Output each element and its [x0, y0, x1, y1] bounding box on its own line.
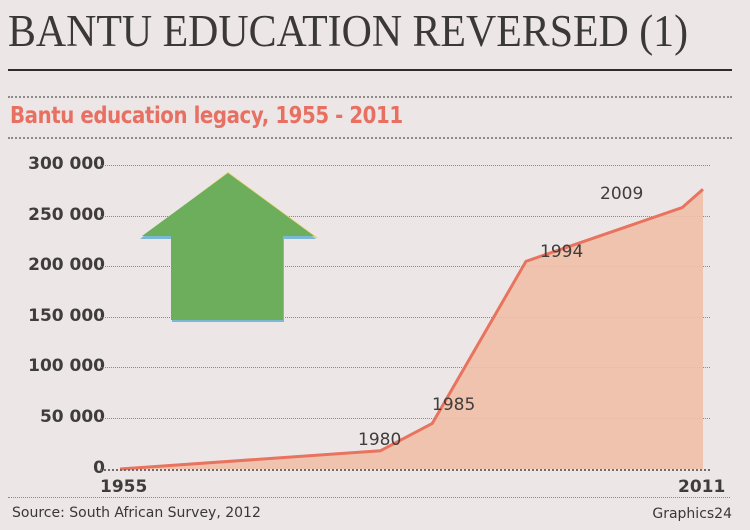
y-tick-50000: 50 000 [39, 407, 105, 427]
y-tick-100000: 100 000 [28, 356, 105, 376]
point-label-1980: 1980 [358, 430, 402, 450]
x-axis-baseline [100, 469, 710, 471]
subtitle-rule-above [8, 96, 732, 98]
x-tick-2011: 2011 [678, 477, 726, 497]
data-line [119, 188, 704, 471]
y-tick-200000: 200 000 [28, 255, 105, 275]
source-note: Source: South African Survey, 2012 [12, 505, 261, 521]
y-tick-250000: 250 000 [28, 205, 105, 225]
y-tick-0: 0 [93, 458, 105, 478]
y-tick-300000: 300 000 [28, 154, 105, 174]
point-label-2009: 2009 [600, 184, 644, 204]
gridline [100, 367, 710, 368]
gridline [100, 266, 710, 267]
subtitle-rule-top [8, 137, 732, 139]
headline: BANTU EDUCATION REVERSED (1) [8, 6, 689, 56]
area-fill [120, 189, 703, 470]
point-label-1985: 1985 [432, 395, 476, 415]
gridline [100, 418, 710, 419]
gridline [100, 216, 710, 217]
footer-rule [8, 497, 730, 498]
gridline [100, 165, 710, 166]
point-label-1994: 1994 [540, 242, 584, 262]
x-tick-1955: 1955 [100, 477, 148, 497]
headline-rule [8, 69, 732, 71]
gridline [100, 317, 710, 318]
chart-subtitle: Bantu education legacy, 1955 - 2011 [10, 103, 403, 129]
graphics-credit: Graphics24 [652, 506, 732, 522]
y-tick-150000: 150 000 [28, 306, 105, 326]
